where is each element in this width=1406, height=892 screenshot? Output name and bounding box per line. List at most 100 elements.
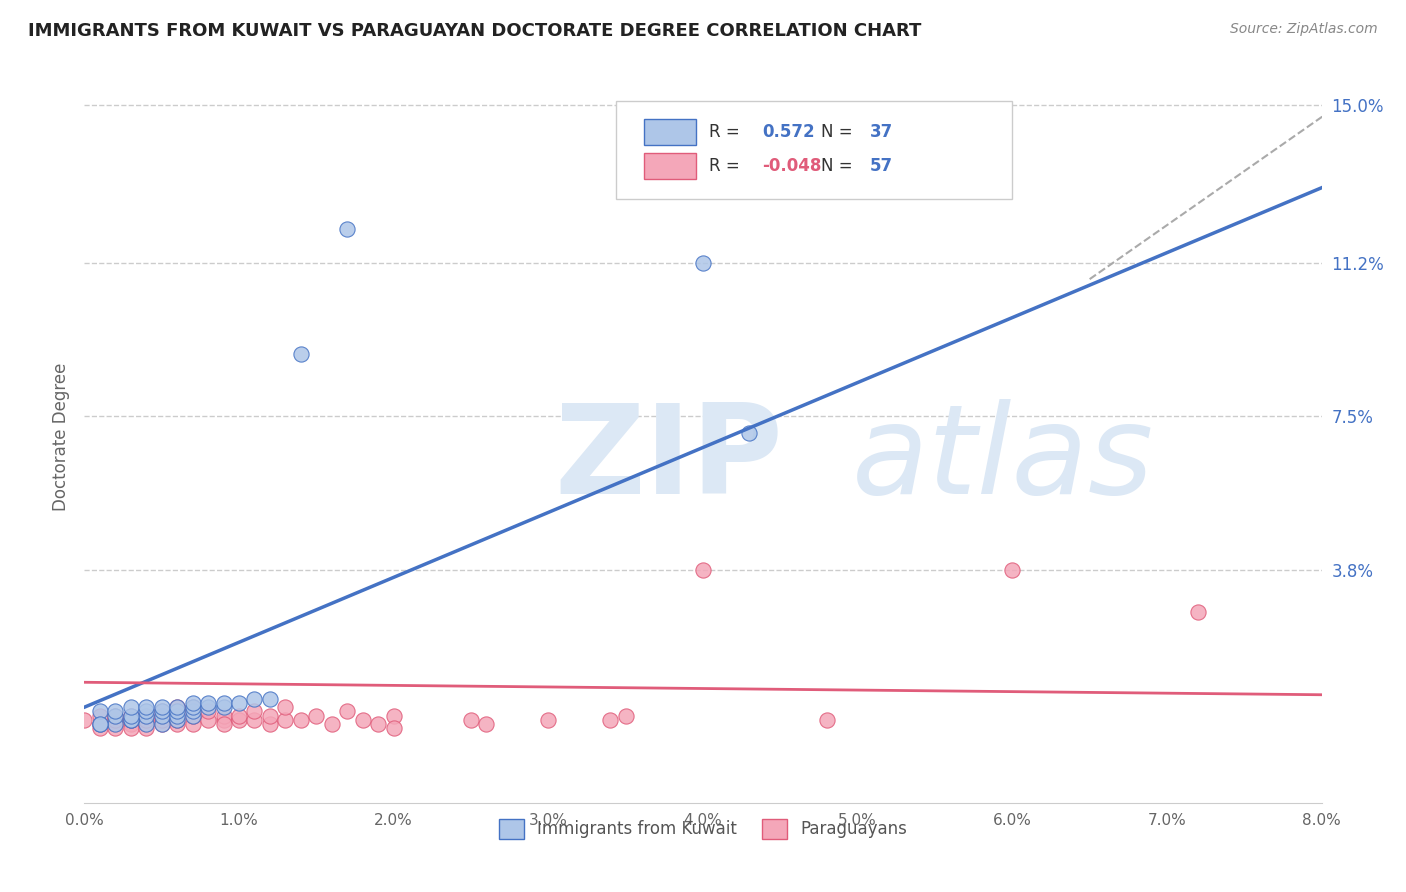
Point xyxy=(89,705,111,719)
Point xyxy=(166,700,188,714)
Point xyxy=(599,713,621,727)
Point xyxy=(181,708,204,723)
Point xyxy=(259,708,281,723)
Point xyxy=(166,713,188,727)
Point xyxy=(382,721,405,735)
Point xyxy=(135,713,157,727)
Point xyxy=(104,716,127,731)
Point xyxy=(181,700,204,714)
Point xyxy=(197,696,219,710)
Point xyxy=(259,716,281,731)
Point xyxy=(150,700,173,714)
Text: Source: ZipAtlas.com: Source: ZipAtlas.com xyxy=(1230,22,1378,37)
Point xyxy=(89,716,111,731)
Point xyxy=(104,708,127,723)
Point xyxy=(1001,563,1024,577)
Point xyxy=(336,222,359,236)
Point xyxy=(150,705,173,719)
Text: 0.572: 0.572 xyxy=(762,123,815,141)
Text: 37: 37 xyxy=(870,123,893,141)
Point xyxy=(212,716,235,731)
Point xyxy=(290,347,312,361)
Point xyxy=(290,713,312,727)
Text: N =: N = xyxy=(821,123,858,141)
Point xyxy=(120,713,142,727)
Text: atlas: atlas xyxy=(852,399,1153,519)
Point xyxy=(120,721,142,735)
Point xyxy=(135,716,157,731)
Point xyxy=(89,716,111,731)
Text: R =: R = xyxy=(709,123,745,141)
Point xyxy=(166,700,188,714)
Point xyxy=(135,716,157,731)
Point xyxy=(166,716,188,731)
Point xyxy=(135,721,157,735)
Point xyxy=(166,708,188,723)
Point xyxy=(150,708,173,723)
Point xyxy=(197,700,219,714)
Point xyxy=(367,716,389,731)
Text: ZIP: ZIP xyxy=(554,399,783,519)
Point xyxy=(181,700,204,714)
Point xyxy=(120,708,142,723)
Point xyxy=(228,696,250,710)
Point xyxy=(243,713,266,727)
Text: N =: N = xyxy=(821,158,858,176)
Text: R =: R = xyxy=(709,158,745,176)
Point xyxy=(89,716,111,731)
Point xyxy=(738,425,761,440)
Point xyxy=(197,713,219,727)
Point xyxy=(120,716,142,731)
Point xyxy=(228,713,250,727)
Point xyxy=(228,708,250,723)
Point xyxy=(614,708,637,723)
Text: IMMIGRANTS FROM KUWAIT VS PARAGUAYAN DOCTORATE DEGREE CORRELATION CHART: IMMIGRANTS FROM KUWAIT VS PARAGUAYAN DOC… xyxy=(28,22,921,40)
Point xyxy=(475,716,498,731)
Point xyxy=(104,721,127,735)
Point xyxy=(166,713,188,727)
Point xyxy=(336,705,359,719)
FancyBboxPatch shape xyxy=(616,101,1012,200)
Point xyxy=(150,716,173,731)
Point xyxy=(243,692,266,706)
Point xyxy=(212,713,235,727)
Point xyxy=(104,705,127,719)
Point xyxy=(352,713,374,727)
Point xyxy=(120,713,142,727)
Text: -0.048: -0.048 xyxy=(762,158,821,176)
Point xyxy=(120,700,142,714)
Point xyxy=(197,705,219,719)
Point xyxy=(120,713,142,727)
Point xyxy=(135,705,157,719)
Legend: Immigrants from Kuwait, Paraguayans: Immigrants from Kuwait, Paraguayans xyxy=(492,812,914,846)
Point xyxy=(305,708,328,723)
Point xyxy=(135,708,157,723)
Point xyxy=(104,713,127,727)
Point xyxy=(89,708,111,723)
Point xyxy=(135,700,157,714)
Point xyxy=(382,708,405,723)
Point xyxy=(150,705,173,719)
Point xyxy=(212,708,235,723)
Y-axis label: Doctorate Degree: Doctorate Degree xyxy=(52,363,70,511)
Point xyxy=(104,708,127,723)
Point xyxy=(212,700,235,714)
Point xyxy=(321,716,343,731)
Point xyxy=(815,713,838,727)
Point xyxy=(89,721,111,735)
Point xyxy=(181,716,204,731)
Point xyxy=(243,705,266,719)
Point xyxy=(460,713,482,727)
Point xyxy=(135,708,157,723)
Point xyxy=(150,716,173,731)
Point xyxy=(166,705,188,719)
Point xyxy=(150,713,173,727)
Point xyxy=(212,696,235,710)
Text: 57: 57 xyxy=(870,158,893,176)
Point xyxy=(150,708,173,723)
Point xyxy=(181,705,204,719)
Bar xyxy=(644,153,696,179)
Point xyxy=(1187,605,1209,619)
Point xyxy=(259,692,281,706)
Point xyxy=(181,708,204,723)
